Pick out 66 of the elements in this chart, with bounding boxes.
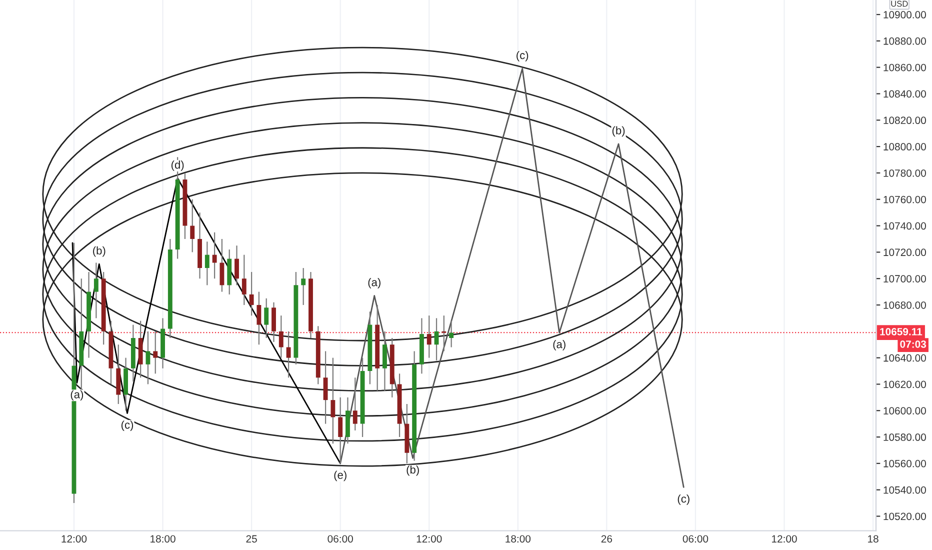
y-tick-label: 10580.00 bbox=[884, 434, 926, 441]
candlestick bbox=[352, 377, 358, 431]
x-tick-label: 12:00 bbox=[416, 535, 442, 543]
x-tick-label: 06:00 bbox=[328, 535, 353, 543]
x-tick-label: 12:00 bbox=[62, 535, 87, 543]
y-tick-label: 10780.00 bbox=[884, 169, 926, 177]
annotation: (c) bbox=[678, 494, 690, 505]
candlestick bbox=[338, 396, 343, 464]
annotation: (b) bbox=[406, 465, 419, 476]
ref-line-label: 10659.11 bbox=[880, 328, 922, 336]
text: USD bbox=[891, 0, 908, 7]
text: 07:03 bbox=[900, 340, 926, 348]
candlestick bbox=[190, 198, 195, 253]
x-tick-label: 06:00 bbox=[682, 535, 708, 543]
candlestick bbox=[256, 291, 262, 346]
y-tick-label: 10760.00 bbox=[884, 196, 926, 204]
y-tick-label: 10840.00 bbox=[884, 90, 926, 98]
y-tick-label: 10680.00 bbox=[884, 301, 926, 309]
annotation: (a) bbox=[553, 340, 566, 350]
y-tick-label: 10700.00 bbox=[884, 275, 926, 282]
candlestick bbox=[449, 320, 454, 348]
annotation: (c) bbox=[516, 50, 528, 62]
y-tick-label: 10520.00 bbox=[884, 512, 926, 520]
candlestick bbox=[220, 238, 224, 292]
candlestick bbox=[382, 330, 387, 392]
candlestick bbox=[323, 350, 328, 424]
annotation: (c) bbox=[121, 420, 134, 431]
candlestick bbox=[330, 357, 336, 444]
annotation: (b) bbox=[612, 126, 625, 137]
y-tick-label: 10720.00 bbox=[884, 248, 926, 256]
candlestick bbox=[286, 330, 291, 378]
candlestick bbox=[153, 330, 158, 374]
y-tick-label: 10880.00 bbox=[884, 37, 926, 45]
candlestick bbox=[278, 314, 284, 358]
y-tick-label: 10860.00 bbox=[884, 64, 926, 72]
y-tick-label: 10800.00 bbox=[884, 143, 926, 150]
candlestick bbox=[272, 302, 276, 343]
x-tick-label: 18:00 bbox=[150, 535, 176, 543]
y-tick-label: 10640.00 bbox=[884, 354, 926, 362]
candlestick bbox=[264, 298, 269, 339]
candlestick bbox=[242, 254, 246, 306]
candlestick bbox=[249, 271, 254, 316]
y-tick-label: 10820.00 bbox=[884, 116, 926, 124]
x-tick-label: 25 bbox=[246, 535, 257, 543]
y-tick-label: 10560.00 bbox=[884, 460, 926, 468]
y-tick-label: 10740.00 bbox=[884, 222, 926, 230]
annotation: (b) bbox=[93, 246, 106, 257]
candlestick bbox=[146, 330, 150, 385]
x-tick-label: 12:00 bbox=[772, 535, 797, 543]
candlestick bbox=[234, 245, 239, 286]
x-tick-label: 18 bbox=[868, 535, 878, 543]
candlestick bbox=[301, 267, 306, 306]
annotation: (a) bbox=[70, 390, 84, 401]
y-tick-label: 10620.00 bbox=[884, 380, 926, 388]
y-tick-label: 10600.00 bbox=[884, 407, 926, 414]
candlestick bbox=[204, 241, 210, 286]
annotation: (a) bbox=[368, 278, 380, 288]
x-tick-label: 18:00 bbox=[506, 535, 531, 543]
y-tick-label: 10900.00 bbox=[884, 11, 926, 18]
x-tick-label: 26 bbox=[601, 535, 612, 543]
candlestick bbox=[426, 314, 432, 358]
candlestick bbox=[94, 262, 98, 319]
y-tick-label: 10540.00 bbox=[884, 486, 926, 494]
candlestick bbox=[212, 232, 217, 280]
annotation: (e) bbox=[334, 470, 346, 482]
annotation: (d) bbox=[171, 160, 184, 171]
